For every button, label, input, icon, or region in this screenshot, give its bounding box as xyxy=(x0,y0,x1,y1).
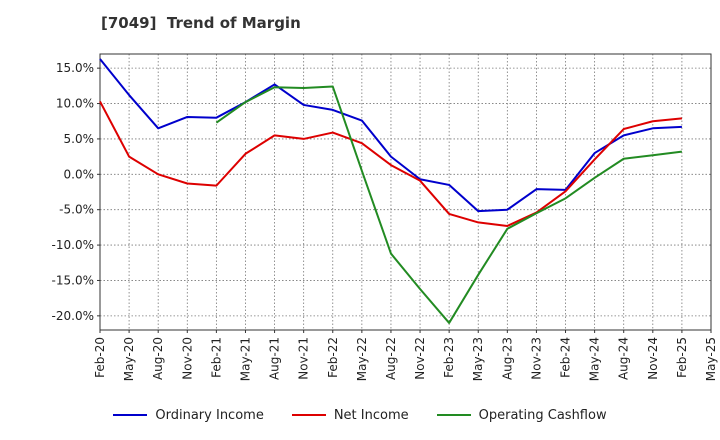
legend-swatch-operating-cashflow xyxy=(436,414,471,416)
x-tick-label: May-22 xyxy=(355,337,369,381)
y-tick-label: 10.0% xyxy=(56,97,94,111)
x-tick-label: Feb-24 xyxy=(559,337,573,378)
series-line-net-income xyxy=(99,100,682,227)
x-tick-label: May-21 xyxy=(238,337,252,381)
series-line-ordinary-income xyxy=(99,58,682,213)
x-tick-label: Feb-23 xyxy=(442,337,456,378)
legend-item-ordinary-income: Ordinary Income xyxy=(113,405,264,425)
x-tick-label: Nov-23 xyxy=(529,337,543,380)
series-line-operating-cashflow xyxy=(215,85,683,324)
y-tick-label: -5.0% xyxy=(59,203,94,217)
x-tick-label: Nov-21 xyxy=(297,337,311,380)
legend-swatch-net-income xyxy=(291,414,326,416)
x-tick-label: May-20 xyxy=(122,337,136,381)
y-tick-label: 5.0% xyxy=(64,132,95,146)
x-tick-label: May-25 xyxy=(704,337,718,381)
y-tick-label: 15.0% xyxy=(56,61,94,75)
legend-label-operating-cashflow: Operating Cashflow xyxy=(478,407,607,423)
legend-label-ordinary-income: Ordinary Income xyxy=(155,407,264,423)
x-tick-label: Feb-21 xyxy=(209,337,223,378)
y-tick-label: -10.0% xyxy=(52,238,94,252)
x-tick-label: May-23 xyxy=(471,337,485,381)
x-tick-label: Aug-22 xyxy=(384,337,398,380)
y-tick-label: -15.0% xyxy=(52,273,94,287)
x-tick-label: Nov-22 xyxy=(413,337,427,380)
x-tick-label: Aug-24 xyxy=(617,337,631,380)
x-tick-label: Aug-23 xyxy=(500,337,514,380)
plot-frame xyxy=(99,53,712,331)
x-tick-label: Feb-25 xyxy=(675,337,689,378)
chart-title: [7049] Trend of Margin xyxy=(101,14,301,32)
x-tick-label: Feb-20 xyxy=(93,337,107,378)
legend-item-net-income: Net Income xyxy=(291,405,409,425)
x-tick-label: Aug-20 xyxy=(151,337,165,380)
x-tick-label: May-24 xyxy=(588,337,602,381)
x-tick-label: Nov-20 xyxy=(180,337,194,380)
y-tick-label: 0.0% xyxy=(64,167,95,181)
y-tick-label: -20.0% xyxy=(52,309,94,323)
legend-swatch-ordinary-income xyxy=(113,414,148,416)
legend-item-operating-cashflow: Operating Cashflow xyxy=(436,405,607,425)
chart-legend: Ordinary Income Net Income Operating Cas… xyxy=(0,405,720,425)
x-tick-label: Aug-21 xyxy=(268,337,282,380)
legend-label-net-income: Net Income xyxy=(333,407,409,423)
x-tick-label: Feb-22 xyxy=(326,337,340,378)
x-tick-label: Nov-24 xyxy=(646,337,660,380)
